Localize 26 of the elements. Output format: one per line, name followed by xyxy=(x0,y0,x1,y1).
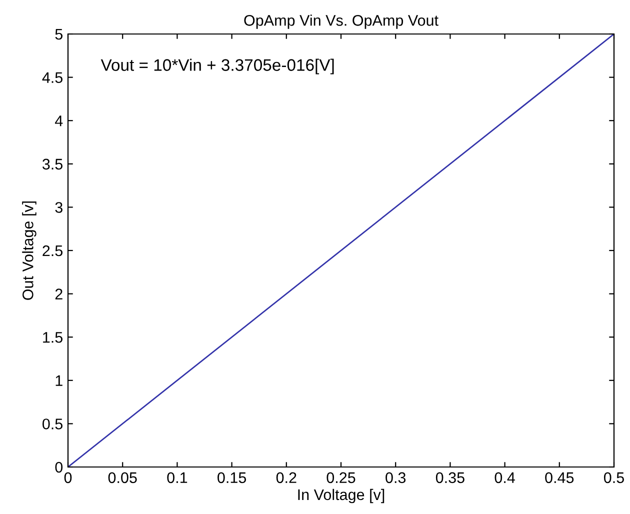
x-tick-label: 0.2 xyxy=(276,472,296,484)
chart-title: OpAmp Vin Vs. OpAmp Vout xyxy=(244,14,438,29)
annotation: Vout = 10*Vin + 3.3705e-016[V] xyxy=(100,58,334,74)
y-tick-label: 1 xyxy=(56,375,62,386)
y-tick-label: 2 xyxy=(55,288,62,300)
y-tick-label: 5 xyxy=(55,29,62,40)
x-axis-title: In Voltage [v] xyxy=(298,488,384,504)
y-tick-label: 0.5 xyxy=(42,418,62,430)
y-tick-label: 4 xyxy=(54,116,63,126)
y-tick-label: 0 xyxy=(55,462,63,473)
x-tick-label: 0.05 xyxy=(108,472,137,484)
y-tick-label: 3 xyxy=(55,202,62,213)
x-tick-label: 0.25 xyxy=(326,472,356,484)
x-tick-label: 0.1 xyxy=(167,472,188,484)
x-tick-label: 0.45 xyxy=(545,472,574,484)
y-axis-title: Out Voltage [v] xyxy=(22,201,36,300)
y-tick-label: 1.5 xyxy=(43,332,62,343)
x-tick-label: 0.3 xyxy=(386,472,406,484)
x-tick-label: 0 xyxy=(64,472,72,484)
x-tick-label: 0.5 xyxy=(604,472,624,484)
y-tick-label: 2.5 xyxy=(42,245,62,256)
x-tick-label: 0.15 xyxy=(218,472,246,484)
x-tick-label: 0.35 xyxy=(436,472,464,484)
y-tick-label: 4.5 xyxy=(42,72,62,83)
x-tick-label: 0.4 xyxy=(494,472,515,484)
y-tick-label: 3.5 xyxy=(42,158,62,170)
